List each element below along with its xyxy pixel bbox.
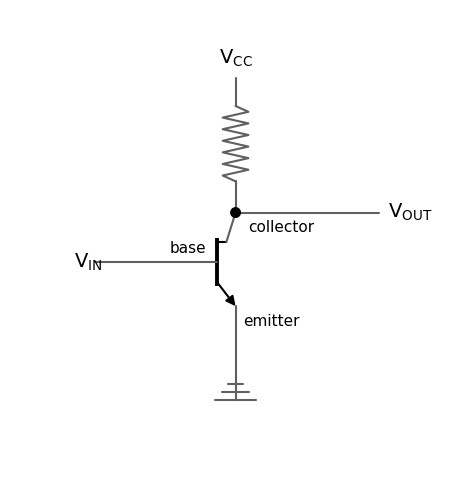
- Text: base: base: [170, 241, 206, 255]
- Text: emitter: emitter: [243, 314, 300, 329]
- Text: $\mathregular{V_{CC}}$: $\mathregular{V_{CC}}$: [219, 48, 253, 69]
- Text: $\mathregular{V_{OUT}}$: $\mathregular{V_{OUT}}$: [388, 202, 432, 223]
- Text: $\mathregular{V_{IN}}$: $\mathregular{V_{IN}}$: [74, 251, 102, 273]
- Circle shape: [231, 208, 240, 218]
- Text: collector: collector: [248, 220, 315, 235]
